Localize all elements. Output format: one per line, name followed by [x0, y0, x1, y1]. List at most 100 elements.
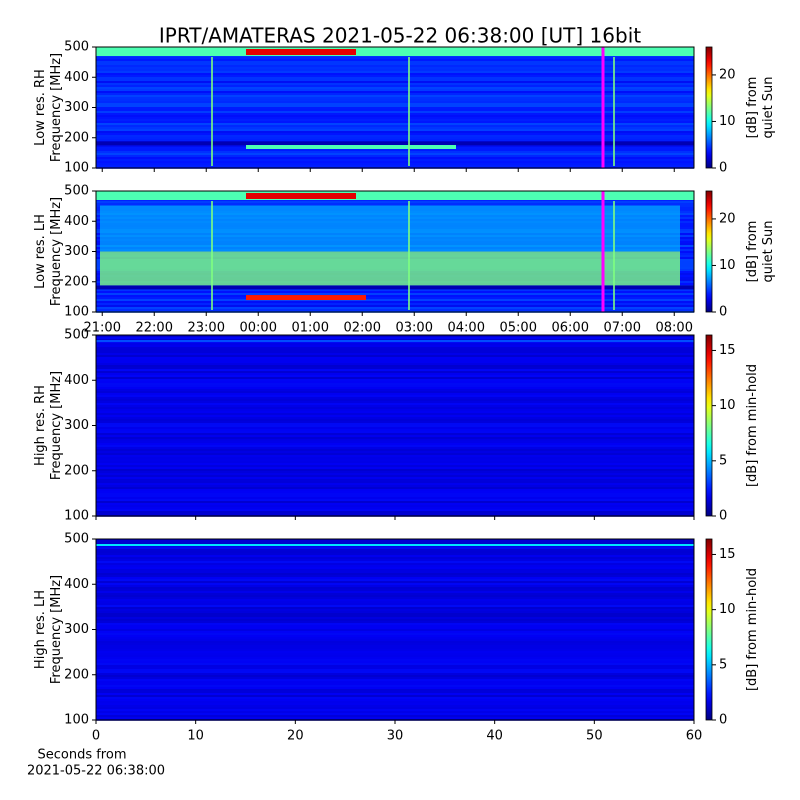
y-tick-label: 100: [64, 509, 89, 524]
spectrogram-row: [96, 667, 694, 669]
spectrogram-row: [96, 93, 694, 95]
y-tick-label: 500: [64, 184, 89, 199]
spectrogram-row: [96, 507, 694, 509]
spectrogram-row: [96, 597, 694, 599]
spectrogram-row: [96, 299, 694, 301]
spectrogram-row: [96, 107, 694, 109]
colorbar-label: [dB] from min-hold: [745, 568, 760, 691]
x-tick-label: 08:00: [656, 321, 693, 336]
spectrogram-row: [96, 555, 694, 557]
spectrogram-row: [96, 427, 694, 429]
spectrogram-row: [96, 439, 694, 441]
spectrogram-band: [100, 251, 680, 286]
spectrogram-row: [96, 109, 694, 111]
spectrogram-row: [96, 81, 694, 83]
spectrogram-row: [96, 153, 694, 155]
spectrogram-row: [96, 91, 694, 93]
colorbar-tick-label: 0: [719, 305, 727, 320]
spectrogram-row: [96, 489, 694, 491]
spectrogram-row: [96, 67, 694, 69]
x-tick-label: 03:00: [396, 321, 433, 336]
spectrogram-row: [96, 501, 694, 503]
spectrogram-row: [96, 351, 694, 353]
spectrogram-row: [96, 705, 694, 707]
spectrogram-row: [96, 671, 694, 673]
spectrogram-row: [96, 421, 694, 423]
spectrogram-band: [96, 340, 694, 342]
spectrogram-row: [96, 551, 694, 553]
spectrogram-band: [96, 285, 694, 290]
spectrogram-row: [96, 123, 694, 125]
spectrogram-row: [96, 429, 694, 431]
spectrogram-row: [96, 547, 694, 549]
x-axis-label: 2021-05-22 06:38:00: [27, 764, 165, 779]
spectrogram-row: [96, 509, 694, 511]
spectrogram-row: [96, 549, 694, 551]
spectrogram-row: [96, 103, 694, 105]
figure-title: IPRT/AMATERAS 2021-05-22 06:38:00 [UT] 1…: [159, 24, 641, 48]
spectrogram-row: [96, 159, 694, 161]
spectrogram-row: [96, 625, 694, 627]
y-tick-label: 100: [64, 161, 89, 176]
spectrogram-row: [96, 717, 694, 719]
colorbar-label: [dB] fromquiet Sun: [745, 220, 776, 282]
spectrogram-row: [96, 413, 694, 415]
y-axis-label-line: High res. RH: [33, 385, 48, 466]
spectrogram-row: [96, 383, 694, 385]
spectrogram-band: [246, 193, 356, 199]
spectrogram-row: [96, 85, 694, 87]
spectrogram-row: [96, 651, 694, 653]
colorbar-label-line: quiet Sun: [761, 220, 776, 282]
spectrogram-row: [96, 505, 694, 507]
spectrogram-row: [96, 407, 694, 409]
spectrogram-row: [96, 573, 694, 575]
spectrogram-row: [96, 657, 694, 659]
x-tick-label: 01:00: [292, 321, 329, 336]
spectrogram-row: [96, 687, 694, 689]
spectrogram-row: [96, 643, 694, 645]
spectrogram-row: [96, 553, 694, 555]
spectrogram-row: [96, 475, 694, 477]
spectrogram-row: [96, 149, 694, 151]
spectrogram-image: [96, 191, 694, 313]
spectrogram-row: [96, 71, 694, 73]
colorbar-tick-label: 10: [719, 114, 736, 129]
x-tick-label: 30: [387, 729, 404, 744]
spectrogram-row: [96, 635, 694, 637]
spectrogram-row: [96, 599, 694, 601]
spectrogram-row: [96, 685, 694, 687]
spectrogram-row: [96, 347, 694, 349]
spectrogram-row: [96, 117, 694, 119]
colorbar: [705, 538, 713, 721]
y-tick-label: 200: [64, 274, 89, 289]
spectrogram-row: [96, 649, 694, 651]
spectrogram-row: [96, 497, 694, 499]
colorbar-label-line: [dB] from: [745, 77, 760, 139]
colorbar-label: [dB] fromquiet Sun: [745, 76, 776, 138]
spectrogram-row: [96, 397, 694, 399]
y-axis-label: Low res. LHFrequency [MHz]: [33, 197, 64, 306]
spectrogram-row: [96, 105, 694, 107]
colorbar-tick-label: 20: [719, 211, 736, 226]
spectrogram-row: [96, 661, 694, 663]
spectrogram-row: [96, 63, 694, 65]
colorbar-tick-label: 5: [719, 453, 727, 468]
spectrogram-row: [96, 609, 694, 611]
spectrogram-row: [96, 593, 694, 595]
spectrogram-row: [96, 715, 694, 717]
spectrogram-row: [96, 399, 694, 401]
spectrogram-row: [96, 701, 694, 703]
x-tick-label: 00:00: [240, 321, 277, 336]
spectrogram-row: [96, 691, 694, 693]
spectrogram-row: [96, 391, 694, 393]
spectrogram-row: [96, 83, 694, 85]
spectrogram-row: [96, 477, 694, 479]
spectrogram-row: [96, 503, 694, 505]
x-tick-label: 60: [686, 729, 703, 744]
spectrogram-row: [96, 487, 694, 489]
spectrogram-row: [96, 353, 694, 355]
colorbar-tick-label: 0: [719, 161, 727, 176]
spectrogram-band: [96, 47, 694, 56]
spectrogram-row: [96, 499, 694, 501]
spectrogram-row: [96, 361, 694, 363]
